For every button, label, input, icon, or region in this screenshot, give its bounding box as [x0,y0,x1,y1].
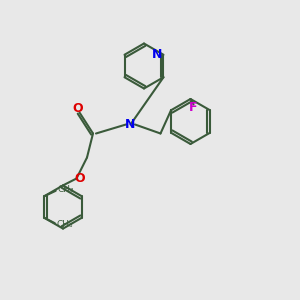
Text: O: O [73,102,83,116]
Text: CH₃: CH₃ [56,220,73,229]
Text: N: N [152,48,162,61]
Text: N: N [125,118,136,131]
Text: O: O [75,172,86,185]
Text: F: F [189,101,198,114]
Text: CH₃: CH₃ [57,185,74,194]
